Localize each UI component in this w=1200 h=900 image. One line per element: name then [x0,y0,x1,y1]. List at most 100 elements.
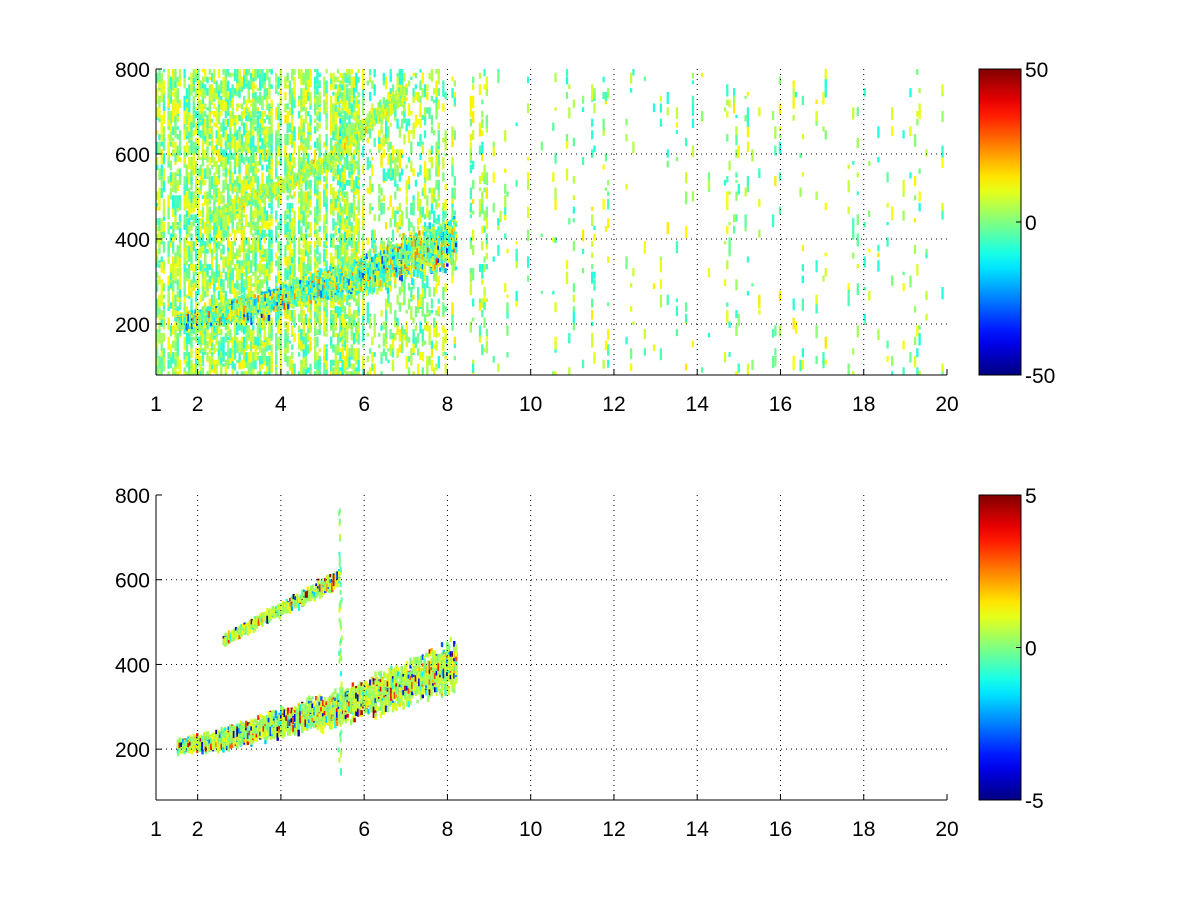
heatmap-cell [350,176,353,189]
heatmap-cell [341,191,344,202]
heatmap-cell [378,130,381,138]
heatmap-cell [182,321,185,330]
heatmap-cell [453,187,456,200]
heatmap-cell [348,69,351,76]
heatmap-cell [172,256,175,266]
heatmap-cell [238,126,241,131]
heatmap-cell [261,244,264,255]
heatmap-cell [259,248,262,260]
heatmap-cell [222,256,225,266]
heatmap-cell [396,183,399,192]
heatmap-cell [744,225,747,232]
heatmap-cell [268,153,271,166]
heatmap-cell [469,107,472,117]
heatmap-cell [437,298,440,304]
heatmap-cell [178,329,182,336]
heatmap-cell [300,359,303,365]
heatmap-cell [300,248,303,256]
heatmap-cell [309,122,312,127]
heatmap-cell [284,336,287,349]
heatmap-cell [297,218,301,231]
heatmap-cell [451,202,454,208]
heatmap-cell [352,210,356,222]
heatmap-cell [268,352,271,356]
heatmap-cell [247,111,250,121]
heatmap-cell [233,69,237,81]
heatmap-cell [167,69,170,79]
heatmap-cell [339,176,342,186]
heatmap-cell [396,88,399,92]
heatmap-cell [746,141,750,152]
heatmap-cell [172,206,175,218]
heatmap-cell [300,187,303,200]
heatmap-cell [252,130,255,136]
heatmap-cell [602,126,605,136]
heatmap-cell [336,164,340,175]
heatmap-cell [275,317,278,328]
heatmap-cell [339,359,342,363]
heatmap-cell [330,202,333,215]
heatmap-cell [412,332,415,344]
heatmap-cell [554,153,557,164]
heatmap-cell [160,260,163,273]
heatmap-cell [591,309,594,320]
heatmap-cell [733,103,736,114]
heatmap-cell [162,229,166,238]
heatmap-cell [185,141,189,153]
heatmap-cell [192,191,195,199]
heatmap-cell [540,233,543,238]
heatmap-cell [824,130,827,140]
heatmap-cell [323,76,326,85]
heatmap-cell [918,371,921,375]
heatmap-cell [341,72,344,85]
heatmap-cell [162,352,166,363]
heatmap-cell [194,122,198,135]
heatmap-cell [316,256,319,262]
heatmap-cell [160,332,163,344]
heatmap-cell [815,298,818,305]
heatmap-cell [231,134,234,139]
heatmap-cell [268,202,271,209]
heatmap-cell [192,130,195,137]
heatmap-cell [243,107,246,119]
heatmap-cell [707,267,711,278]
heatmap-cell [591,298,594,308]
heatmap-cell [918,103,921,110]
heatmap-cell [224,290,227,299]
heatmap-cell [302,309,305,317]
heatmap-cell [188,91,191,101]
heatmap-cell [300,199,303,212]
heatmap-cell [158,229,161,243]
heatmap-cell [497,363,500,372]
heatmap-cell [275,130,278,135]
heatmap-cell [167,95,170,108]
heatmap-cell [387,114,390,123]
heatmap-cell [334,222,337,226]
heatmap-cell [700,111,704,121]
heatmap-cell [188,145,191,151]
heatmap-cell [396,72,399,77]
heatmap-cell [167,206,170,220]
heatmap-cell [751,283,754,287]
heatmap-cell [162,283,166,289]
heatmap-cell [824,69,827,80]
heatmap-cell [265,363,269,372]
heatmap-cell [245,279,248,290]
heatmap-cell [423,225,427,232]
heatmap-cell [238,69,241,80]
heatmap-cell [401,153,404,159]
heatmap-cell [293,256,296,267]
heatmap-cell [733,95,736,104]
heatmap-cell [625,256,628,270]
heatmap-cell [419,134,422,142]
heatmap-cell [226,183,230,197]
heatmap-cell [801,95,805,106]
heatmap-cell [371,336,374,346]
heatmap-cell [318,214,321,222]
heatmap-cell [291,264,294,272]
heatmap-cell [552,290,555,295]
heatmap-cell [229,248,232,261]
heatmap-cell [252,256,255,267]
heatmap-cell [437,218,440,225]
